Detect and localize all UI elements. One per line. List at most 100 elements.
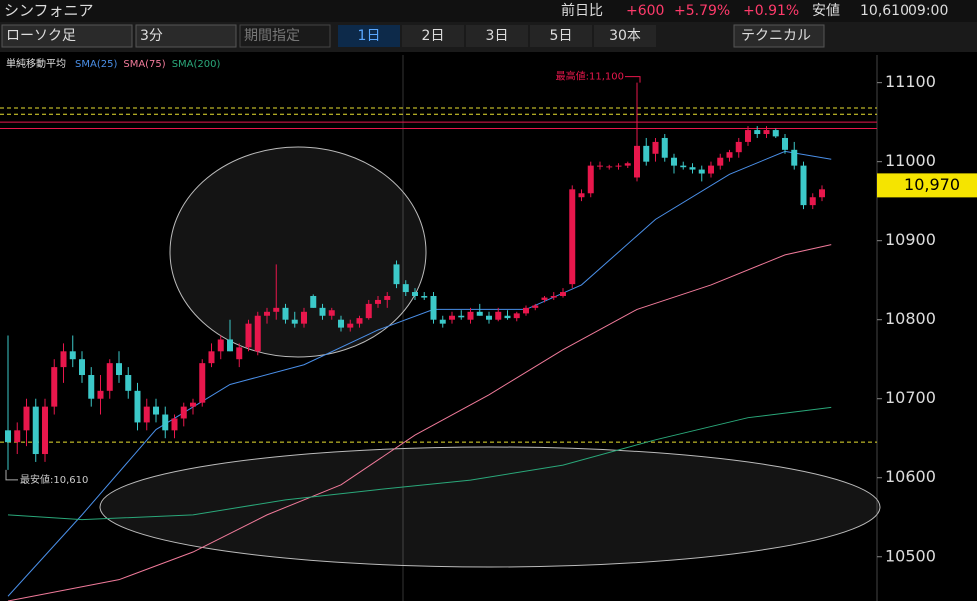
y-tick-label: 10800 [885, 309, 936, 328]
candle-body [153, 406, 159, 415]
candle-body [180, 406, 187, 419]
change: +600 [626, 3, 664, 19]
range-label: 3日 [486, 28, 509, 44]
legend-entry: SMA(200) [172, 59, 221, 70]
candle-body [310, 295, 317, 308]
candle-body [69, 351, 76, 360]
sma-line [7, 244, 832, 601]
candle-body [809, 197, 816, 206]
candle-body [106, 363, 113, 391]
candle-body [402, 284, 409, 293]
range-label: 1日 [358, 28, 381, 44]
candle-body [347, 323, 354, 328]
technical-button[interactable] [733, 24, 825, 48]
candle-body [328, 310, 335, 316]
candle-body [134, 390, 141, 423]
candle-body [523, 307, 529, 314]
period: 期間指定 [244, 28, 300, 44]
candle-body [569, 189, 576, 285]
candle-body [236, 347, 243, 360]
low-label: 最安値:10,610 [20, 473, 88, 486]
candle-body [97, 390, 104, 399]
candle-body [458, 315, 465, 318]
candle-body [439, 319, 446, 324]
candle-body [819, 189, 825, 198]
candle-body [735, 141, 742, 153]
range-tab[interactable] [594, 25, 656, 47]
candle-body [171, 418, 178, 431]
candle-body [643, 145, 650, 162]
y-tick-label: 10600 [885, 467, 936, 486]
range-label: 5日 [550, 28, 573, 44]
candle-body [365, 303, 372, 319]
y-tick-label: 10700 [885, 388, 936, 407]
candle-body [421, 295, 428, 298]
range-tab[interactable] [402, 25, 464, 47]
range-tab[interactable] [466, 25, 528, 47]
period-select[interactable] [239, 24, 331, 48]
range-label: 30本 [609, 28, 641, 44]
stock-name: シンフォニア [4, 2, 94, 20]
change-label: 前日比 [561, 2, 603, 19]
candle-body [578, 193, 585, 198]
low: 10,610 [860, 3, 909, 19]
candle-body [772, 130, 779, 137]
range-tab[interactable] [338, 25, 400, 47]
candle-body [393, 264, 400, 285]
candle-body [88, 375, 95, 399]
candle-body [800, 165, 807, 206]
candle-body [338, 319, 344, 328]
candle-body [754, 130, 761, 135]
candle-body [291, 319, 298, 324]
chart-type: ローソク足 [6, 28, 76, 44]
time: 09:00 [908, 3, 948, 19]
candle-body [42, 406, 48, 455]
y-axis-panel [877, 55, 977, 601]
annotation-ellipse [99, 446, 881, 568]
candle-body [208, 351, 215, 364]
low-pointer [5, 469, 18, 481]
candle-body [319, 307, 326, 316]
high-label: 最高値:11,100 [556, 70, 624, 83]
change-pct: +5.79% [674, 3, 730, 19]
candle-body [541, 297, 548, 300]
candle-body [634, 145, 640, 178]
candle-body [615, 165, 622, 167]
candle-body [79, 359, 85, 376]
low-label: 安値 [812, 3, 840, 19]
candle-body [245, 323, 252, 348]
candle-body [476, 311, 483, 316]
candle-body [23, 406, 30, 431]
sma-line [7, 406, 832, 521]
candle-body [550, 295, 557, 298]
last-price-label: 10,970 [904, 175, 960, 194]
candle-body [32, 406, 39, 455]
candle-body [227, 339, 233, 352]
candle-body [624, 163, 631, 166]
y-tick-label: 10900 [885, 230, 936, 249]
legend-entry: SMA(25) [75, 59, 117, 70]
candle-body [486, 315, 492, 320]
technical: テクニカル [741, 28, 811, 44]
candle-body [532, 305, 539, 308]
y-tick-label: 11100 [885, 72, 936, 91]
chart-type-select[interactable] [1, 24, 133, 48]
candle-body [14, 430, 21, 443]
candle-body [282, 307, 289, 320]
candle-body [264, 311, 270, 316]
candle-body [190, 402, 196, 407]
interval-select[interactable] [135, 24, 237, 48]
candle-body [745, 130, 751, 142]
candle-body [51, 367, 58, 407]
candle-body [791, 149, 798, 166]
range-label: 2日 [422, 28, 445, 44]
range-tab[interactable] [530, 25, 592, 47]
candle-body [606, 166, 613, 168]
candle-body [125, 375, 132, 391]
legend-entry: SMA(75) [123, 59, 165, 70]
candle-body [356, 318, 363, 324]
candle-body [116, 363, 122, 376]
interval: 3分 [140, 28, 163, 44]
candle-body [513, 313, 520, 319]
